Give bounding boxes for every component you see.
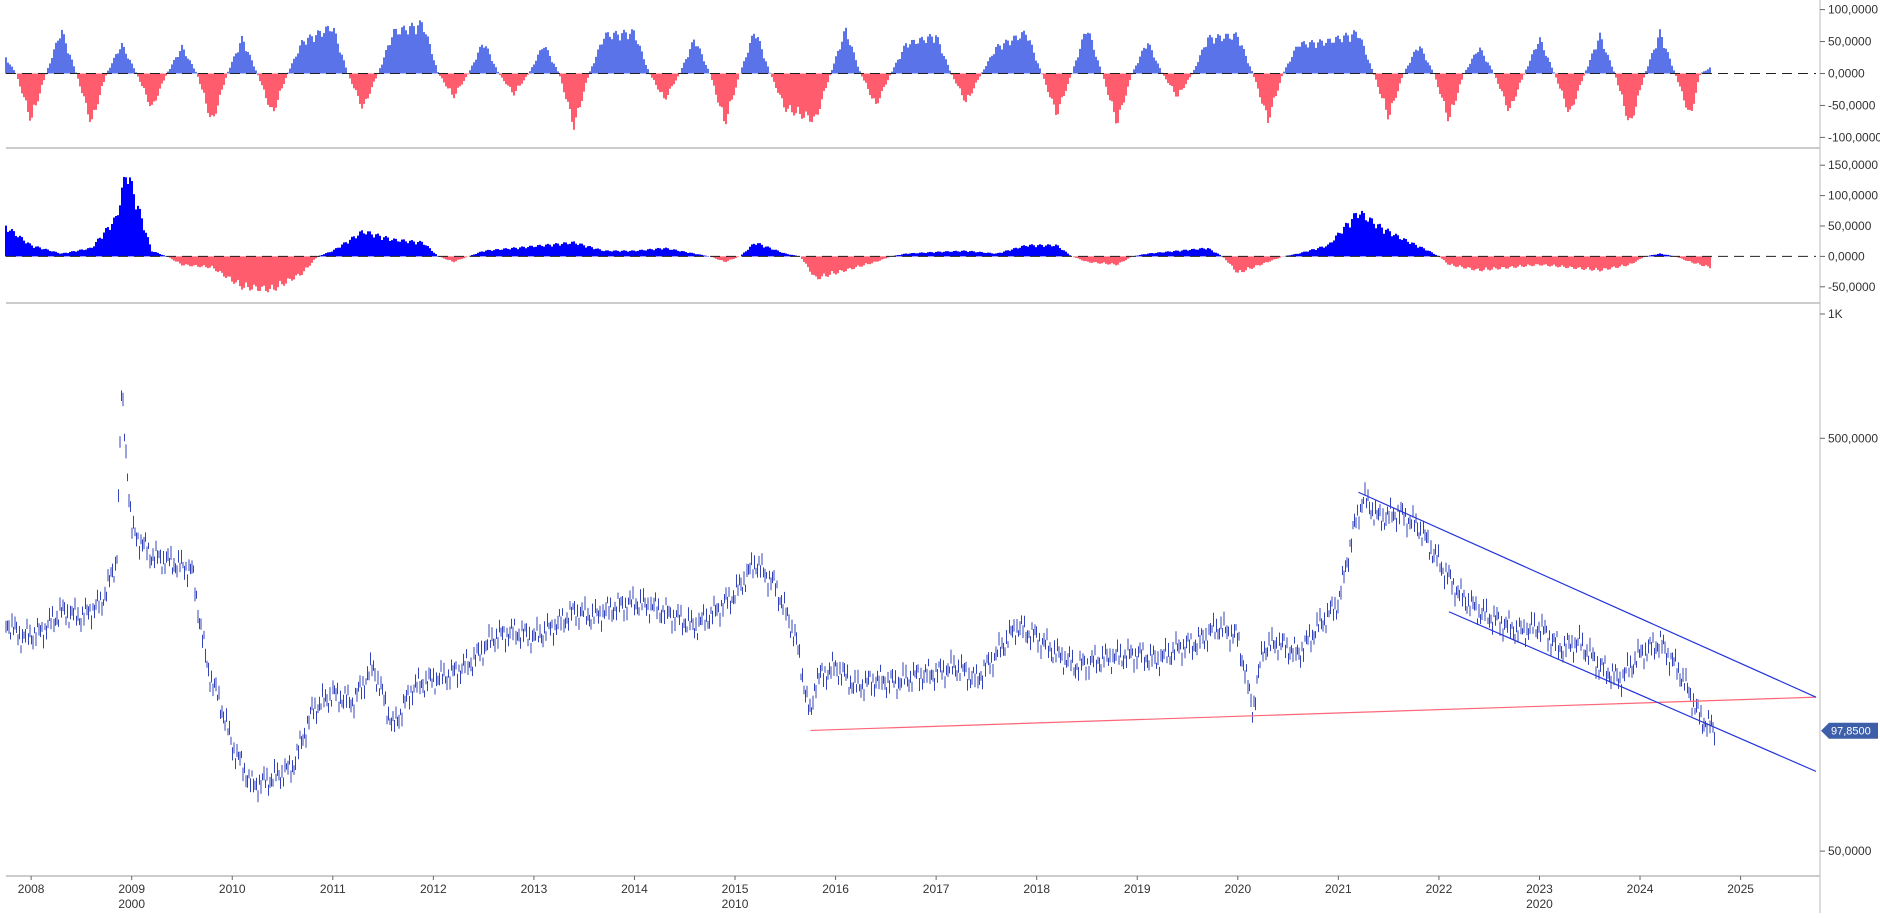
x-tick-label: 2011 [320, 882, 346, 896]
oscillator2-y-tick-label: 100,0000 [1828, 189, 1878, 203]
trendline-support [810, 696, 1817, 732]
x-secondary-label: 2000 [118, 897, 145, 911]
price-y-tick-label: 500,0000 [1828, 431, 1878, 445]
last-price-badge: 97,8500 [1821, 722, 1878, 739]
x-tick-label: 2013 [521, 882, 548, 896]
oscillator2-y-tick-label: 50,0000 [1828, 219, 1872, 233]
oscillator2-y-tick-label: 150,0000 [1828, 158, 1878, 172]
last-price-badge-shape [1821, 722, 1878, 739]
trendline-channel-upper [1358, 491, 1817, 698]
last-price-label: 97,8500 [1831, 726, 1871, 738]
oscillator1-y-tick-label: 100,0000 [1828, 3, 1878, 17]
oscillator1-y-tick-label: 50,0000 [1828, 35, 1872, 49]
x-tick-label: 2009 [118, 882, 145, 896]
x-tick-label: 2016 [822, 882, 849, 896]
price-series [5, 390, 1715, 803]
price-y-tick-label: 1K [1828, 307, 1843, 321]
x-secondary-label: 2010 [722, 897, 749, 911]
oscillator2-y-tick-label: 0,0000 [1828, 249, 1865, 263]
trendline-channel-lower [1448, 611, 1817, 772]
x-tick-label: 2023 [1526, 882, 1553, 896]
x-tick-label: 2012 [420, 882, 447, 896]
oscillator1-y-tick-label: -100,0000 [1828, 130, 1880, 144]
x-tick-label: 2014 [621, 882, 648, 896]
x-tick-label: 2019 [1124, 882, 1151, 896]
x-tick-label: 2015 [722, 882, 749, 896]
x-tick-label: 2021 [1325, 882, 1352, 896]
price-y-tick-label: 50,0000 [1828, 844, 1872, 858]
oscillator2-y-tick-label: -50,0000 [1828, 280, 1876, 294]
x-tick-label: 2024 [1627, 882, 1654, 896]
x-tick-label: 2018 [1023, 882, 1050, 896]
x-tick-label: 2010 [219, 882, 246, 896]
oscillator1-y-tick-label: 0,0000 [1828, 67, 1865, 81]
x-tick-label: 2022 [1426, 882, 1453, 896]
x-tick-label: 2020 [1224, 882, 1251, 896]
oscillator1-y-tick-label: -50,0000 [1828, 98, 1876, 112]
x-tick-label: 2025 [1727, 882, 1754, 896]
x-tick-label: 2008 [18, 882, 45, 896]
x-secondary-label: 2020 [1526, 897, 1553, 911]
x-tick-label: 2017 [923, 882, 950, 896]
